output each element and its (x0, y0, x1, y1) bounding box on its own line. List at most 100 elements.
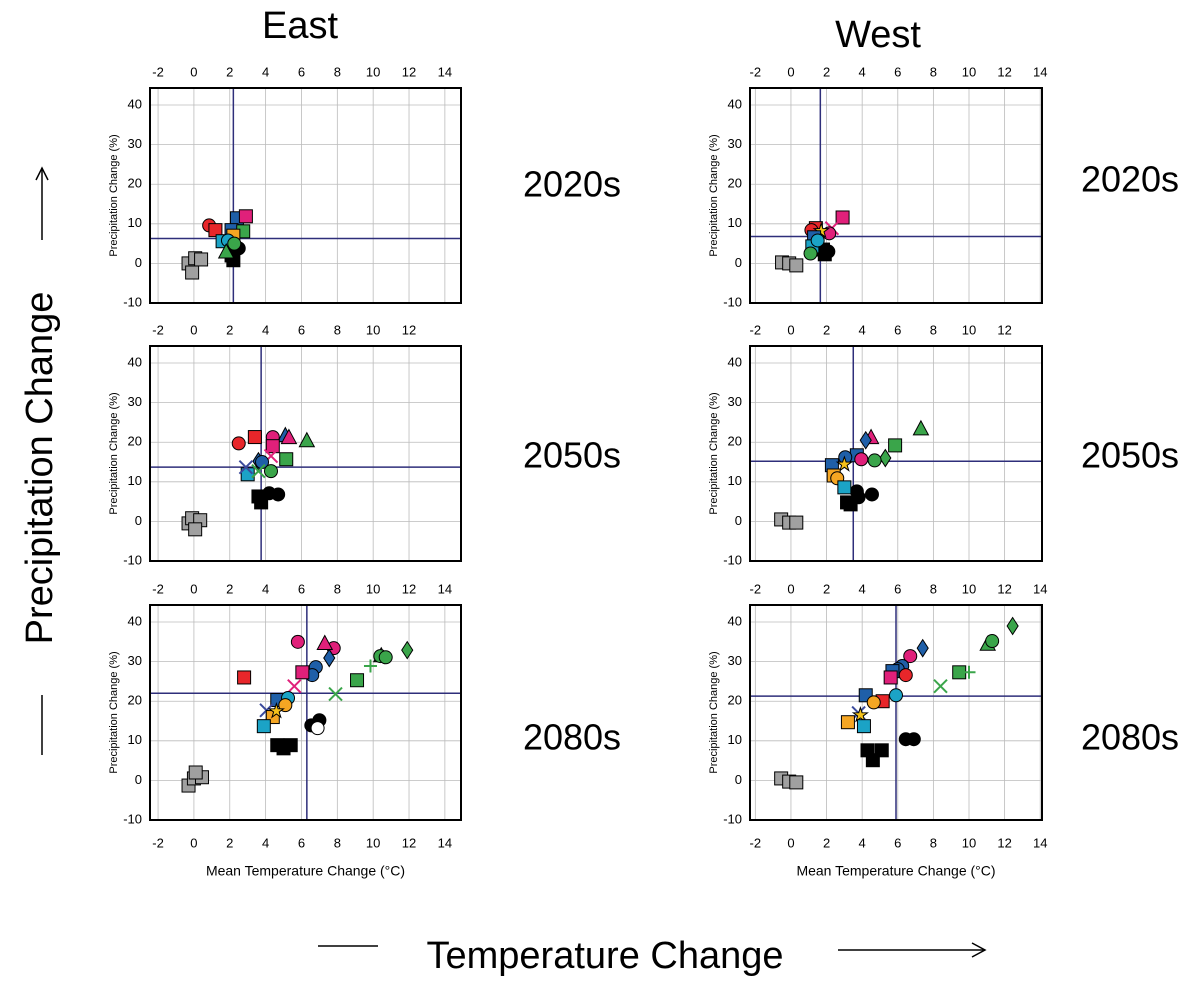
x-tick-label: 0 (787, 322, 794, 337)
point (1006, 616, 1019, 636)
point (231, 436, 246, 451)
y-tick-label: 20 (728, 176, 742, 191)
x-tick-label: 10 (962, 835, 976, 850)
x-tick-label: 2 (226, 64, 233, 79)
y-axis-label: Precipitation Change (%) (108, 392, 120, 514)
x-tick-label: 4 (262, 835, 269, 850)
y-tick-label: 40 (128, 96, 142, 111)
point (789, 515, 804, 530)
point (866, 695, 881, 710)
y-tick-label: 30 (728, 394, 742, 409)
y-tick-label: 40 (728, 96, 742, 111)
y-tick-label: -10 (723, 294, 742, 309)
point (280, 428, 298, 445)
point (247, 430, 262, 445)
point (835, 455, 853, 472)
row-label: 2050s (1081, 435, 1179, 476)
point (227, 236, 242, 251)
x-axis-label: Mean Temperature Change (°C) (206, 863, 405, 879)
x-tick-label: 12 (402, 581, 416, 596)
x-tick-label: 8 (334, 64, 341, 79)
point (898, 668, 913, 683)
x-tick-label: -2 (152, 322, 164, 337)
y-tick-label: -10 (123, 552, 142, 567)
x-tick-label: 10 (366, 835, 380, 850)
point (188, 765, 203, 780)
row-label: 2080s (523, 717, 621, 758)
x-tick-label: 2 (823, 322, 830, 337)
y-tick-label: 10 (728, 732, 742, 747)
y-tick-label: 20 (128, 176, 142, 191)
y-tick-label: 30 (728, 136, 742, 151)
y-tick-label: 0 (135, 772, 142, 787)
y-tick-label: -10 (723, 552, 742, 567)
x-tick-label: 14 (1033, 581, 1047, 596)
point (328, 686, 343, 702)
y-tick-label: 10 (728, 473, 742, 488)
point (251, 463, 266, 479)
plot-frame (749, 604, 1043, 821)
point (962, 665, 976, 679)
point (237, 670, 252, 685)
point (789, 258, 804, 273)
column-title: East (262, 5, 338, 47)
point (283, 738, 298, 753)
point (378, 650, 393, 665)
point (906, 732, 921, 747)
x-tick-label: 0 (787, 581, 794, 596)
x-tick-label: -2 (750, 581, 762, 596)
x-tick-label: 6 (298, 322, 305, 337)
y-axis-label: Precipitation Change (%) (108, 134, 120, 256)
point (217, 242, 235, 259)
point (840, 715, 855, 730)
point (837, 480, 852, 495)
row-label: 2020s (1081, 159, 1179, 200)
point (298, 431, 316, 448)
point (851, 490, 866, 505)
x-tick-label: 4 (859, 581, 866, 596)
x-tick-label: 2 (226, 581, 233, 596)
y-tick-label: 40 (728, 613, 742, 628)
point (854, 452, 869, 467)
point (864, 487, 879, 502)
x-tick-label: 12 (997, 835, 1011, 850)
point (265, 439, 280, 454)
y-tick-label: 40 (128, 613, 142, 628)
x-tick-label: 12 (997, 64, 1011, 79)
y-tick-label: 10 (128, 215, 142, 230)
x-tick-label: 2 (226, 835, 233, 850)
x-axis-label: Mean Temperature Change (°C) (796, 863, 995, 879)
y-tick-label: 10 (728, 215, 742, 230)
x-tick-label: 14 (1033, 64, 1047, 79)
plot-frame (149, 345, 462, 562)
y-tick-label: 0 (735, 772, 742, 787)
point (238, 459, 254, 475)
point (835, 210, 850, 225)
point (188, 522, 203, 537)
x-tick-label: 10 (366, 64, 380, 79)
plot-background (150, 605, 461, 820)
y-axis-label: Precipitation Change (%) (708, 392, 720, 514)
y-tick-label: 0 (735, 255, 742, 270)
y-tick-label: -10 (123, 811, 142, 826)
y-tick-label: -10 (123, 294, 142, 309)
x-tick-label: 4 (262, 581, 269, 596)
x-tick-label: 0 (190, 322, 197, 337)
y-tick-label: 20 (728, 434, 742, 449)
point (867, 453, 882, 468)
y-axis-label: Precipitation Change (%) (108, 651, 120, 773)
x-tick-label: 0 (190, 581, 197, 596)
x-tick-label: 8 (930, 835, 937, 850)
point (985, 634, 1000, 649)
x-tick-label: 6 (894, 581, 901, 596)
x-tick-label: -2 (750, 835, 762, 850)
x-tick-label: 14 (438, 64, 452, 79)
point (350, 673, 365, 688)
y-tick-label: 30 (128, 136, 142, 151)
x-tick-label: 0 (787, 835, 794, 850)
x-tick-label: 12 (402, 835, 416, 850)
y-tick-label: -10 (723, 811, 742, 826)
point (903, 649, 918, 664)
y-title: Precipitation Change (19, 292, 61, 645)
y-title-arrow (35, 166, 49, 755)
